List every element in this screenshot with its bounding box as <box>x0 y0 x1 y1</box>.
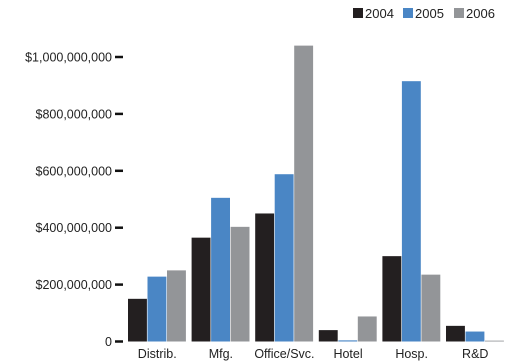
bar-2005-hotel <box>338 340 358 342</box>
legend-swatch-2006 <box>454 8 464 18</box>
legend-label-2004: 2004 <box>365 6 394 21</box>
bar-2006-mfg- <box>230 226 250 342</box>
bar-2006-distrib- <box>167 270 186 342</box>
bar-2006-hosp- <box>421 274 441 342</box>
x-tick-label: R&D <box>462 347 488 361</box>
y-tick-label: $800,000,000 <box>36 107 113 121</box>
y-tick-label: $400,000,000 <box>36 221 113 235</box>
bars <box>128 45 504 342</box>
y-axis: 0 $200,000,000 $400,000,000 $600,000,000 $80… <box>25 51 123 349</box>
x-tick-label: Hotel <box>333 347 362 361</box>
bar-2005-mfg- <box>211 197 230 342</box>
bar-2004-hosp- <box>382 256 402 342</box>
bar-2006-r-d <box>485 340 504 342</box>
bar-2006-hotel <box>357 316 377 342</box>
x-axis: Distrib. Mfg. Office/Svc. Hotel Hosp. R&D <box>138 347 489 361</box>
bar-2004-office-svc- <box>255 213 275 342</box>
legend-swatch-2004 <box>353 8 363 18</box>
x-tick-label: Distrib. <box>138 347 177 361</box>
bar-2004-distrib- <box>128 298 147 342</box>
x-tick-label: Hosp. <box>395 347 428 361</box>
bar-2005-r-d <box>465 331 485 342</box>
bar-2004-hotel <box>318 330 338 342</box>
y-tick-label: $200,000,000 <box>36 278 113 292</box>
bar-2004-mfg- <box>191 237 211 342</box>
y-tick-label: $600,000,000 <box>36 164 113 178</box>
bar-2005-hosp- <box>401 81 421 342</box>
legend-swatch-2005 <box>403 8 413 18</box>
bar-2005-office-svc- <box>274 174 294 342</box>
legend: 2004 2005 2006 <box>353 6 495 21</box>
x-tick-label: Mfg. <box>209 347 233 361</box>
legend-label-2005: 2005 <box>415 6 444 21</box>
y-tick-label: 0 <box>105 335 112 349</box>
bar-2004-r-d <box>446 325 465 342</box>
bar-2005-distrib- <box>147 276 167 342</box>
y-tick-label: $1,000,000,000 <box>25 51 112 65</box>
bar-2006-office-svc- <box>294 45 314 342</box>
x-tick-label: Office/Svc. <box>254 347 314 361</box>
legend-label-2006: 2006 <box>466 6 495 21</box>
